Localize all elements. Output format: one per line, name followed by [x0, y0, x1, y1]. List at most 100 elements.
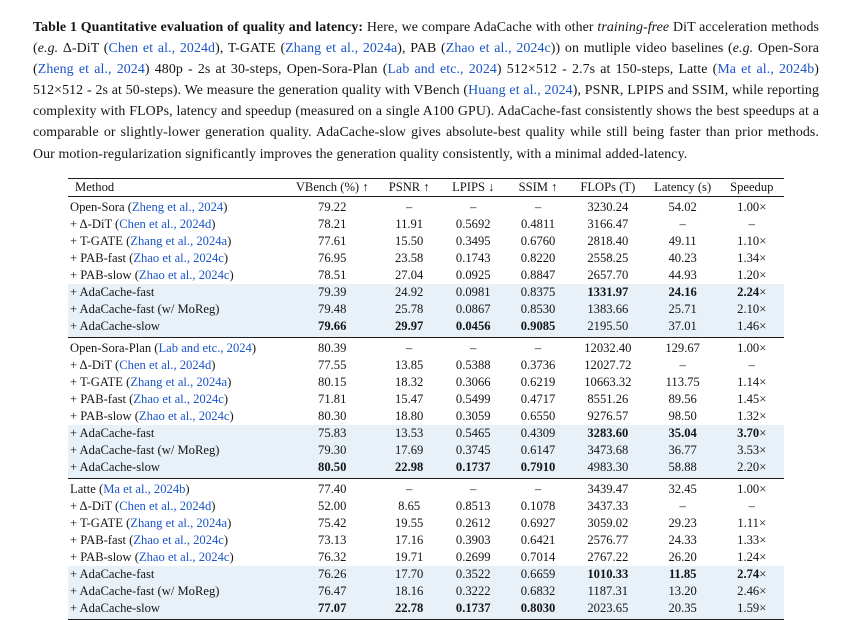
- value-cell: 80.50: [318, 459, 347, 474]
- value-cell: 3166.47: [587, 216, 629, 231]
- table-row: + Δ-DiT (Chen et al., 2024d) 52.00 8.65 0.8…: [68, 498, 784, 515]
- value-cell: 0.6760: [520, 233, 556, 248]
- value-cell: 79.22: [318, 199, 347, 214]
- value-cell: –: [679, 216, 686, 231]
- citation-link[interactable]: Zheng et al., 2024: [37, 62, 145, 78]
- method-cell: + AdaCache-fast: [68, 566, 286, 583]
- text-segment: Latte (: [70, 481, 104, 496]
- value-cell: 2.46×: [737, 583, 767, 598]
- citation-link[interactable]: Zhang et al., 2024a: [130, 233, 228, 248]
- text-segment: ), PAB (: [397, 41, 446, 57]
- value-cell: 35.04: [668, 425, 697, 440]
- value-cell: 1.20×: [737, 267, 767, 282]
- citation-link[interactable]: Zheng et al., 2024: [131, 199, 224, 214]
- citation-link[interactable]: Chen et al., 2024d: [119, 498, 212, 513]
- value-cell: 3059.02: [587, 515, 629, 530]
- value-cell: 0.6659: [520, 566, 556, 581]
- value-cell: 24.33: [668, 532, 697, 547]
- citation-link[interactable]: Zhao et al., 2024c: [138, 267, 230, 282]
- table-row: + PAB-slow (Zhao et al., 2024c) 76.32 19.7…: [68, 549, 784, 566]
- text-segment: ): [185, 481, 190, 496]
- value-cell: 0.8847: [520, 267, 556, 282]
- citation-link[interactable]: Chen et al., 2024d: [108, 41, 216, 57]
- text-segment: + AdaCache-fast: [70, 566, 155, 581]
- text-segment: DiT acceleration methods (: [33, 20, 819, 57]
- value-cell: –: [748, 357, 755, 372]
- value-cell: 2195.50: [587, 318, 629, 333]
- column-header: VBench (%) ↑: [286, 177, 379, 197]
- value-cell: 24.92: [395, 284, 424, 299]
- value-cell: 0.3522: [455, 566, 491, 581]
- table-row: + AdaCache-fast (w/ MoReg) 79.48 25.78 0.08…: [68, 300, 784, 318]
- citation-link[interactable]: Ma et al., 2024b: [103, 481, 186, 496]
- citation-link[interactable]: Zhang et al., 2024a: [130, 515, 228, 530]
- citation-link[interactable]: Chen et al., 2024d: [119, 357, 212, 372]
- value-cell: 0.8375: [520, 284, 556, 299]
- value-cell: 18.80: [395, 408, 424, 423]
- method-cell: + PAB-slow (Zhao et al., 2024c): [68, 267, 286, 284]
- text-segment: ), PSNR, LPIPS and SSIM, while reporting…: [33, 83, 819, 162]
- value-cell: 1383.66: [587, 301, 629, 316]
- citation-link[interactable]: Ma et al., 2024b: [717, 62, 815, 78]
- text-segment: Open-Sora-Plan (: [70, 340, 159, 355]
- value-cell: 3.70×: [737, 425, 767, 440]
- citation-link[interactable]: Lab and etc., 2024: [158, 340, 252, 355]
- value-cell: –: [534, 481, 542, 496]
- text-segment: + T-GATE (: [70, 515, 131, 530]
- value-cell: 0.0981: [455, 284, 491, 299]
- value-cell: 13.53: [395, 425, 424, 440]
- value-cell: 17.69: [395, 442, 424, 457]
- table-row: + PAB-fast (Zhao et al., 2024c) 76.95 23.5…: [68, 250, 784, 267]
- text-segment: ): [229, 408, 234, 423]
- citation-link[interactable]: Lab and etc., 2024: [387, 62, 497, 78]
- citation-link[interactable]: Zhao et al., 2024c: [133, 391, 224, 406]
- citation-link[interactable]: Zhao et al., 2024c: [133, 532, 224, 547]
- text-segment: + AdaCache-fast: [70, 284, 155, 299]
- value-cell: 1187.31: [587, 583, 629, 598]
- value-cell: 44.93: [668, 267, 697, 282]
- citation-link[interactable]: Zhao et al., 2024c: [445, 41, 551, 57]
- value-cell: 0.3495: [455, 233, 491, 248]
- citation-link[interactable]: Zhao et al., 2024c: [138, 549, 230, 564]
- value-cell: –: [748, 498, 755, 513]
- value-cell: 0.4717: [520, 391, 556, 406]
- text-segment: ) 512×512 - 2.7s at 150-steps, Latte (: [496, 62, 718, 78]
- value-cell: 4983.30: [587, 459, 629, 474]
- method-cell: + T-GATE (Zhang et al., 2024a): [68, 374, 286, 391]
- text-segment: ): [229, 549, 234, 564]
- citation-link[interactable]: Zhang et al., 2024a: [130, 374, 228, 389]
- value-cell: 0.8030: [520, 600, 556, 615]
- value-cell: 3.53×: [737, 442, 767, 457]
- citation-link[interactable]: Huang et al., 2024: [468, 83, 573, 99]
- value-cell: 0.9085: [520, 318, 556, 333]
- value-cell: 25.71: [668, 301, 697, 316]
- text-segment: + AdaCache-slow: [70, 459, 160, 474]
- value-cell: 1331.97: [587, 284, 629, 299]
- table-row: + Δ-DiT (Chen et al., 2024d) 78.21 11.91 0.…: [68, 216, 784, 233]
- value-cell: 1010.33: [587, 566, 629, 581]
- text-segment: Δ-DiT (: [58, 41, 109, 57]
- value-cell: 0.2699: [455, 549, 491, 564]
- citation-link[interactable]: Zhang et al., 2024a: [285, 41, 398, 57]
- method-cell: Latte (Ma et al., 2024b): [68, 478, 286, 498]
- value-cell: 3230.24: [587, 199, 629, 214]
- citation-link[interactable]: Zhao et al., 2024c: [133, 250, 224, 265]
- value-cell: 1.24×: [737, 549, 767, 564]
- value-cell: 18.16: [395, 583, 424, 598]
- column-header: Method: [68, 177, 287, 197]
- citation-link[interactable]: Chen et al., 2024d: [119, 216, 212, 231]
- table-header: Method VBench (%) ↑ PSNR ↑ LPIPS ↓ SSIM ↑ FLO…: [68, 177, 784, 197]
- value-cell: 1.11×: [737, 515, 767, 530]
- value-cell: 36.77: [668, 442, 697, 457]
- citation-link[interactable]: Zhao et al., 2024c: [138, 408, 230, 423]
- text-segment: Quantitative evaluation of quality and l…: [80, 20, 367, 35]
- table-block-latte: Latte (Ma et al., 2024b) 77.40 – – – 3439.47 3…: [68, 478, 784, 620]
- value-cell: 75.42: [318, 515, 347, 530]
- table-row: + PAB-fast (Zhao et al., 2024c) 71.81 15.4…: [68, 391, 784, 408]
- value-cell: 11.85: [668, 566, 697, 581]
- value-cell: 0.3745: [455, 442, 491, 457]
- value-cell: 78.21: [318, 216, 347, 231]
- text-segment: ): [223, 391, 229, 406]
- value-cell: 15.50: [395, 233, 424, 248]
- value-cell: 0.7014: [520, 549, 556, 564]
